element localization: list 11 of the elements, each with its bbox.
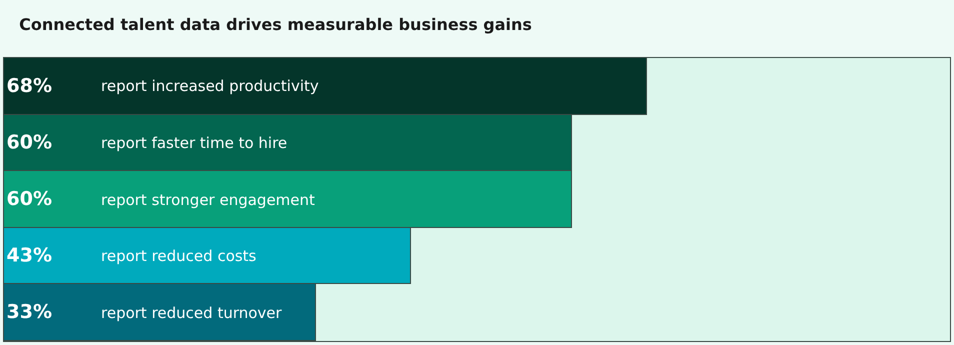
data-label: 60% xyxy=(6,132,52,154)
data-label: 33% xyxy=(6,301,52,323)
y-tick-label: report reduced costs xyxy=(101,247,257,265)
data-label: 43% xyxy=(6,244,52,266)
y-tick-label: report reduced turnover xyxy=(101,304,283,322)
y-tick-label: report stronger engagement xyxy=(101,191,316,209)
y-tick-label: report faster time to hire xyxy=(101,134,288,152)
chart-title: Connected talent data drives measurable business gains xyxy=(19,14,532,34)
y-tick-label: report increased productivity xyxy=(101,77,319,95)
data-label: 60% xyxy=(6,188,52,210)
data-label: 68% xyxy=(6,75,52,97)
